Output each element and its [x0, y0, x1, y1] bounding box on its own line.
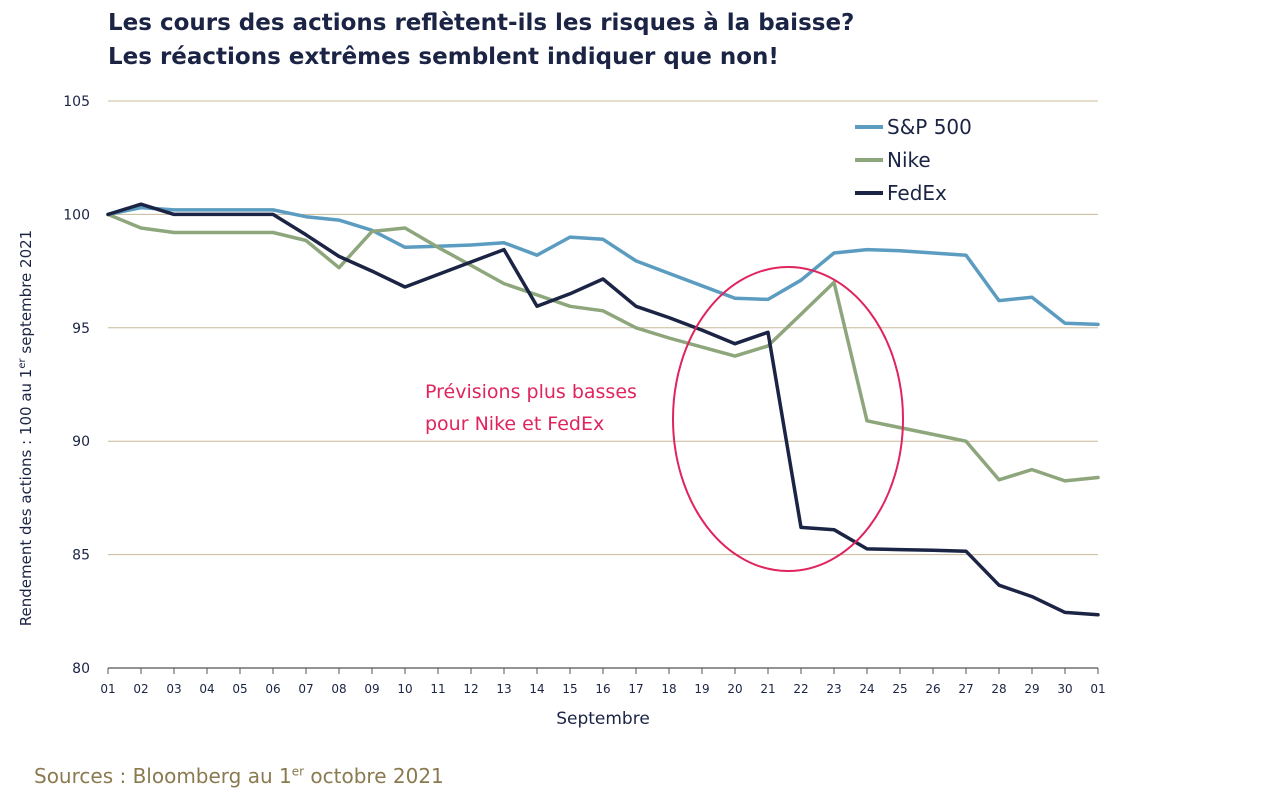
gridlines: [108, 100, 1098, 556]
annotation-line-1: Prévisions plus basses: [425, 381, 637, 403]
y-tick-label: 105: [63, 94, 90, 110]
x-tick-label: 06: [265, 682, 280, 696]
x-tick-label: 07: [298, 682, 313, 696]
x-tick-label: 01: [100, 682, 115, 696]
title-line-2: Les réactions extrêmes semblent indiquer…: [108, 44, 779, 70]
x-axis: [107, 667, 1099, 674]
x-tick-label: 26: [925, 682, 940, 696]
series-line-fedex: [106, 202, 1100, 617]
y-tick-label: 100: [63, 207, 90, 223]
x-tick-label: 12: [463, 682, 478, 696]
legend-label-s-p-500: S&P 500: [887, 115, 972, 139]
x-tick-label: 28: [991, 682, 1006, 696]
x-tick-label: 19: [694, 682, 709, 696]
annotation-line-2: pour Nike et FedEx: [425, 413, 604, 435]
x-tick-label: 10: [397, 682, 412, 696]
x-tick-label: 13: [496, 682, 511, 696]
x-tick-label: 25: [892, 682, 907, 696]
x-tick-label: 02: [133, 682, 148, 696]
x-tick-label: 24: [859, 682, 874, 696]
legend-label-fedex: FedEx: [887, 181, 947, 205]
x-axis-label: Septembre: [556, 709, 650, 729]
x-tick-labels: 01 02 03 04 05 06 07 08 09 10 11 12 13 14 15 16 17 18 19 20…: [100, 682, 1105, 696]
x-tick-label: 15: [562, 682, 577, 696]
series-line-nike: [106, 212, 1100, 483]
title-line-1: Les cours des actions reflètent-ils les …: [108, 10, 855, 36]
source-text-end: octobre 2021: [304, 764, 444, 788]
y-tick-label: 90: [72, 434, 90, 450]
y-tick-labels: 80 85 90 95 100 105: [63, 94, 90, 677]
x-tick-label: 22: [793, 682, 808, 696]
x-tick-label: 23: [826, 682, 841, 696]
chart-title: Les cours des actions reflètent-ils les …: [108, 6, 854, 74]
x-tick-label: 03: [166, 682, 181, 696]
x-tick-label: 20: [727, 682, 742, 696]
x-tick-label: 30: [1057, 682, 1072, 696]
x-tick-label: 14: [529, 682, 544, 696]
x-tick-label: 17: [628, 682, 643, 696]
source-text: Sources : Bloomberg au 1: [34, 764, 292, 788]
x-tick-label: 29: [1024, 682, 1039, 696]
highlight-ellipse: [672, 266, 904, 572]
x-tick-label: 04: [199, 682, 214, 696]
x-tick-label: 11: [430, 682, 445, 696]
x-tick-label: 27: [958, 682, 973, 696]
y-tick-label: 80: [72, 661, 90, 677]
series-lines: [106, 202, 1100, 617]
x-tick-label: 01: [1090, 682, 1105, 696]
series-line-s-p-500: [106, 205, 1100, 327]
y-tick-label: 95: [72, 321, 90, 337]
source-note: Sources : Bloomberg au 1er octobre 2021: [34, 764, 444, 788]
y-tick-label: 85: [72, 548, 90, 564]
x-tick-label: 09: [364, 682, 379, 696]
x-tick-label: 08: [331, 682, 346, 696]
x-tick-label: 16: [595, 682, 610, 696]
x-tick-label: 21: [760, 682, 775, 696]
x-tick-label: 05: [232, 682, 247, 696]
source-sup: er: [291, 764, 305, 779]
legend: S&P 500 Nike FedEx: [855, 115, 972, 205]
x-tick-label: 18: [661, 682, 676, 696]
legend-label-nike: Nike: [887, 148, 931, 172]
